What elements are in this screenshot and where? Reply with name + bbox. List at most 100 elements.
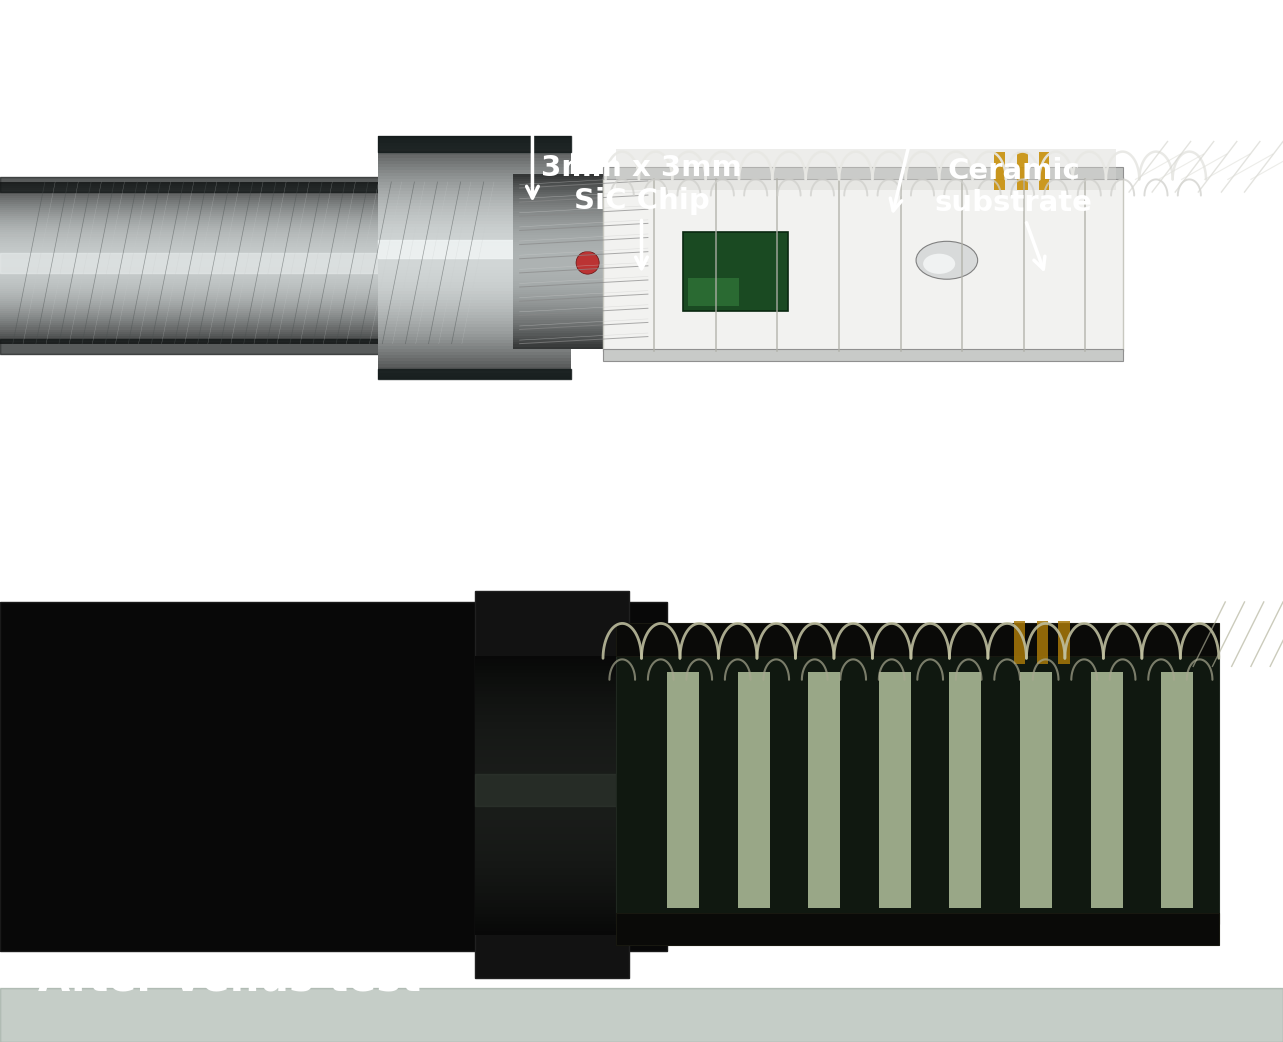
Bar [513, 288, 654, 290]
Bar [0, 318, 462, 320]
Bar [1058, 621, 1070, 664]
Bar [513, 320, 654, 323]
Bar [378, 230, 571, 233]
Bar [0, 219, 462, 220]
Bar [1037, 621, 1048, 664]
Bar [513, 292, 654, 294]
Bar [475, 816, 629, 820]
Bar [0, 329, 462, 331]
Bar [475, 809, 629, 813]
Bar [0, 247, 462, 249]
Bar [378, 191, 571, 194]
Bar [475, 872, 629, 875]
Bar [378, 300, 571, 303]
Bar [513, 224, 654, 227]
Bar [475, 722, 629, 725]
Bar [378, 179, 571, 182]
Bar [513, 212, 654, 214]
Bar [378, 170, 571, 173]
Bar [378, 297, 571, 300]
Bar [475, 746, 629, 750]
Bar [0, 291, 462, 293]
Bar [0, 224, 462, 226]
Bar [378, 203, 571, 206]
Bar [378, 252, 571, 254]
Bar [475, 924, 629, 927]
Bar [513, 262, 654, 264]
Bar [0, 217, 462, 219]
Bar [0, 338, 462, 340]
Bar [475, 834, 629, 837]
Bar [378, 264, 571, 267]
Bar [378, 200, 571, 203]
Bar [475, 802, 629, 805]
Bar [475, 756, 629, 761]
Bar [475, 725, 629, 728]
Bar [0, 196, 462, 198]
Bar [513, 216, 654, 218]
Bar [0, 185, 462, 188]
Bar [0, 303, 462, 305]
Bar [0, 239, 462, 241]
Bar [513, 296, 654, 299]
Bar [475, 893, 629, 896]
Bar [475, 798, 629, 802]
Bar [475, 684, 629, 687]
Bar [0, 305, 462, 307]
Bar [475, 858, 629, 862]
Bar [475, 883, 629, 886]
Bar [0, 232, 462, 234]
Bar [513, 176, 654, 179]
Bar [378, 361, 571, 364]
Bar [0, 237, 462, 239]
Bar [0, 312, 462, 314]
Bar [1020, 672, 1052, 908]
Bar [378, 209, 571, 213]
Bar [475, 740, 629, 743]
Bar [475, 697, 629, 701]
Bar [378, 137, 571, 140]
Bar [378, 224, 571, 227]
Bar [378, 154, 571, 157]
Bar [513, 240, 654, 242]
Bar [378, 219, 571, 221]
Bar [475, 795, 629, 798]
Bar [378, 146, 571, 149]
Bar [378, 291, 571, 294]
Bar [378, 140, 571, 143]
Bar [688, 278, 739, 305]
Bar [378, 273, 571, 276]
Bar [378, 237, 571, 240]
Bar [0, 258, 462, 260]
Bar [475, 782, 629, 785]
Bar [513, 257, 654, 259]
Bar [475, 921, 629, 924]
Bar [0, 342, 462, 344]
Bar [378, 227, 571, 230]
Bar [0, 234, 462, 237]
Bar [378, 185, 571, 188]
Bar [378, 160, 571, 164]
Bar [378, 246, 571, 249]
Bar [0, 230, 462, 232]
Bar [378, 221, 571, 224]
Bar [0, 254, 462, 256]
Bar [513, 218, 654, 220]
Bar [0, 325, 462, 327]
Bar [378, 240, 571, 243]
Bar [378, 357, 571, 361]
Bar [378, 257, 571, 260]
Bar [0, 220, 462, 222]
Bar [0, 204, 462, 206]
Bar [475, 826, 629, 830]
Bar [475, 666, 629, 670]
Bar [378, 286, 571, 288]
Bar [378, 173, 571, 176]
Bar [378, 321, 571, 324]
Bar [378, 182, 571, 185]
Bar [378, 354, 571, 357]
Bar [0, 269, 462, 271]
Bar [475, 907, 629, 911]
Bar [475, 670, 629, 673]
Bar [513, 342, 654, 344]
